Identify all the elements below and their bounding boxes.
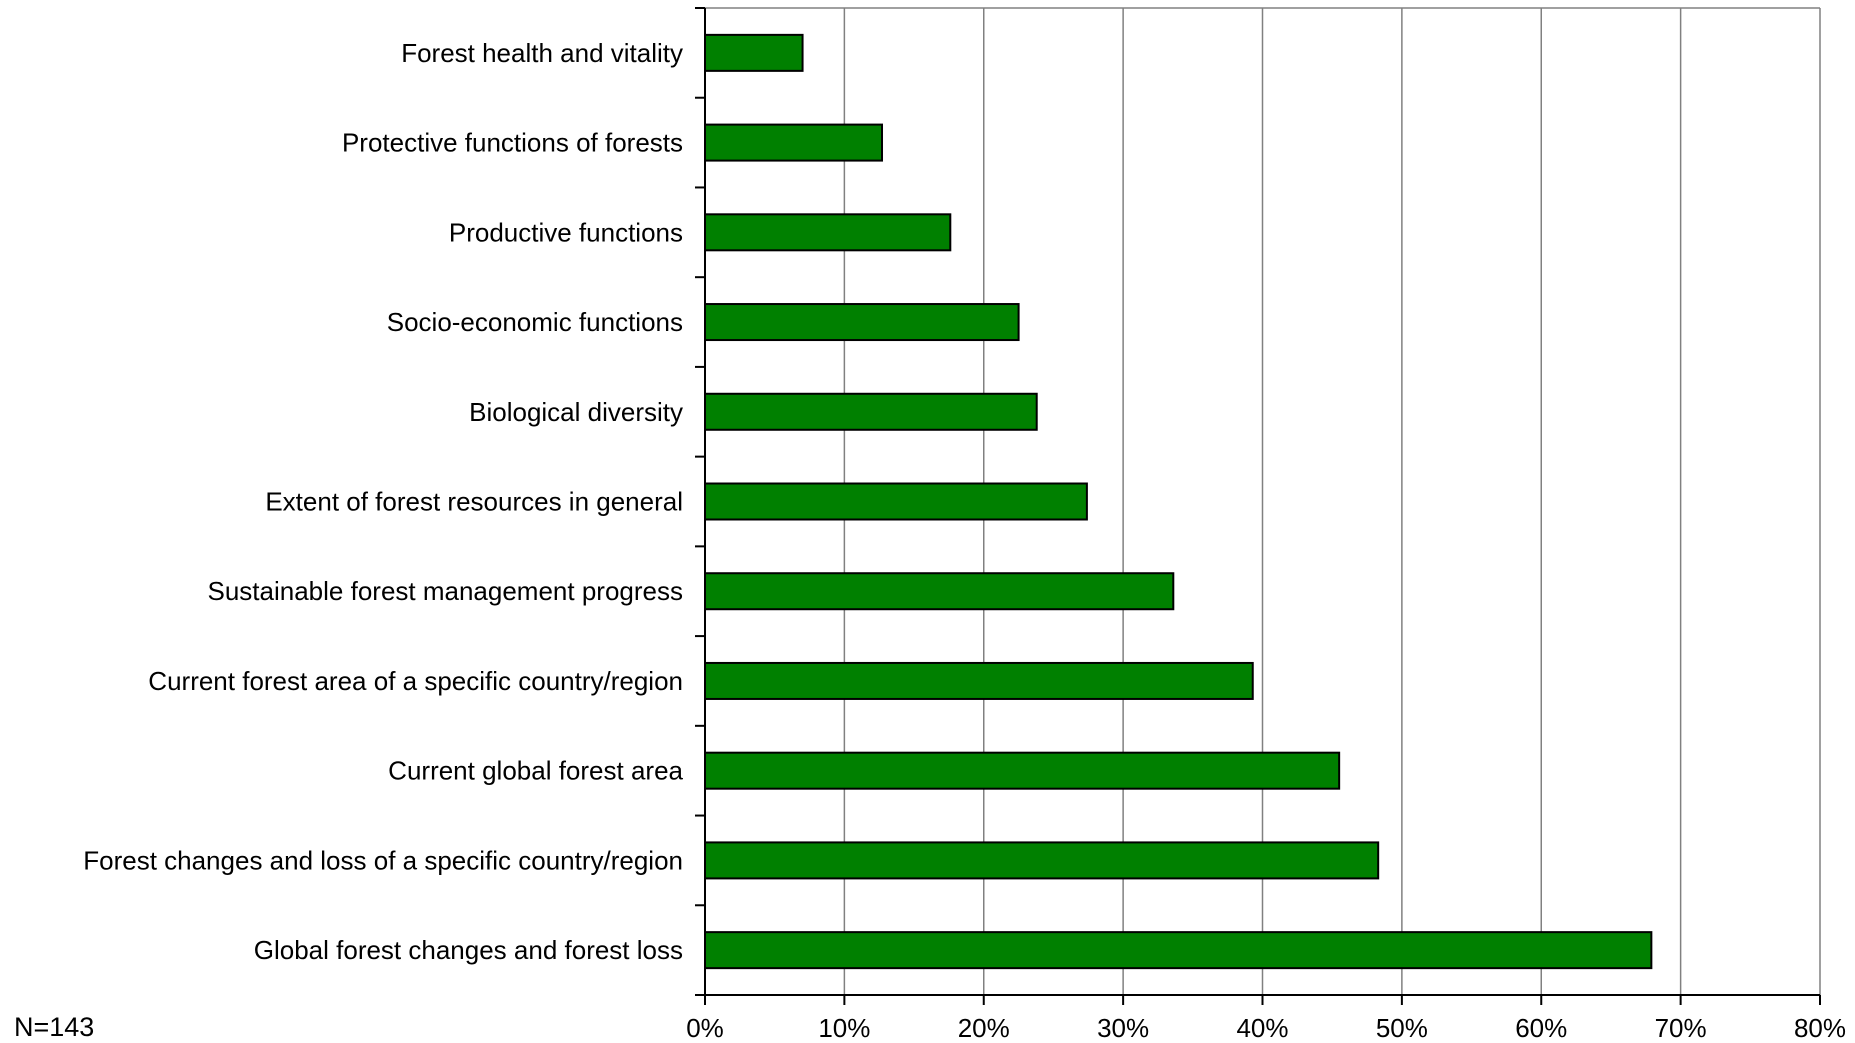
bar (704, 661, 1254, 700)
category-labels: Forest health and vitality Protective fun… (83, 38, 683, 965)
sample-size-note: N=143 (14, 1012, 95, 1042)
category-label: Forest changes and loss of a specific co… (83, 845, 683, 875)
x-tick-label: 0% (686, 1013, 724, 1042)
bar (704, 751, 1341, 790)
x-tick-label: 30% (1097, 1013, 1149, 1042)
bar (704, 303, 1020, 342)
bar (704, 392, 1038, 431)
bar (704, 33, 804, 72)
x-tick-label: 70% (1655, 1013, 1707, 1042)
x-tick-label: 80% (1794, 1013, 1846, 1042)
bar (704, 482, 1088, 521)
bar (704, 123, 884, 162)
category-label: Current forest area of a specific countr… (148, 666, 683, 696)
x-tick-label: 10% (818, 1013, 870, 1042)
category-label: Global forest changes and forest loss (254, 935, 683, 965)
category-label: Current global forest area (388, 756, 683, 786)
category-label: Socio-economic functions (387, 307, 683, 337)
bar (704, 572, 1175, 611)
bars (704, 33, 1653, 970)
x-tick-label: 40% (1236, 1013, 1288, 1042)
category-label: Productive functions (449, 217, 683, 247)
gridlines (705, 7, 1821, 995)
category-label: Protective functions of forests (342, 128, 683, 158)
x-tick-label: 60% (1515, 1013, 1567, 1042)
category-label: Sustainable forest management progress (208, 576, 684, 606)
bar (704, 931, 1653, 970)
axes (695, 7, 1821, 1005)
x-tick-label: 50% (1376, 1013, 1428, 1042)
category-label: Extent of forest resources in general (265, 487, 683, 517)
bar (704, 213, 952, 252)
bar (704, 841, 1380, 880)
category-label: Biological diversity (469, 397, 683, 427)
x-tick-label: 20% (958, 1013, 1010, 1042)
category-label: Forest health and vitality (401, 38, 683, 68)
x-tick-labels: 0% 10% 20% 30% 40% 50% 60% 70% 80% (686, 1013, 1846, 1042)
